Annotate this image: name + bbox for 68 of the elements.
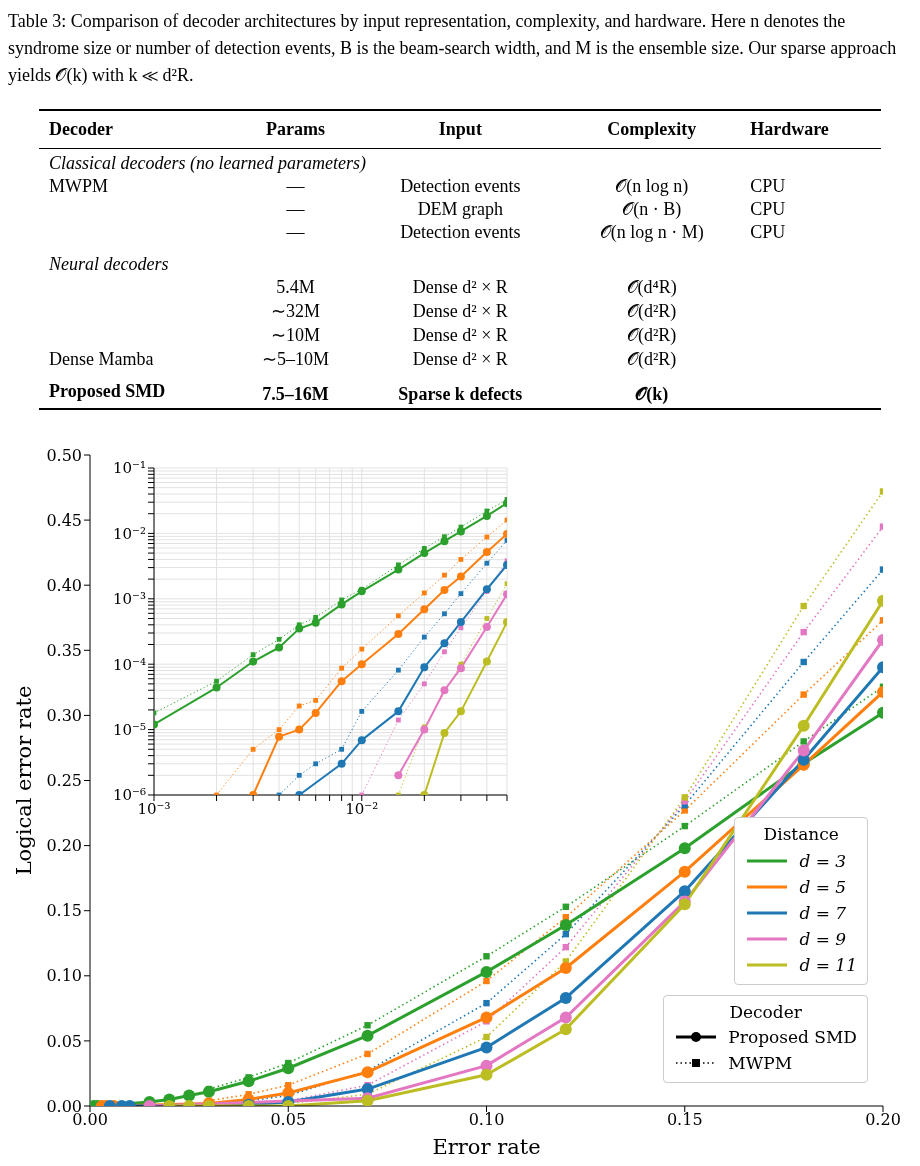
- y-tick-label: 10⁻¹: [112, 459, 146, 478]
- category-label: MWPM: [49, 176, 109, 196]
- text: ∼10M: [270, 325, 320, 345]
- annotation: MWPM: [728, 1053, 793, 1073]
- y-axis-title: Logical error rate: [12, 685, 37, 876]
- text: 𝒪(n log n): [615, 176, 689, 196]
- text: 7.5–16M: [262, 383, 329, 404]
- text: —: [286, 199, 305, 219]
- text: 𝒪(d²R): [626, 348, 677, 369]
- text: 𝒪(n log n · M): [599, 222, 704, 242]
- y-tick-label: 0.20: [46, 836, 82, 856]
- text: 𝒪(n · B): [622, 199, 682, 219]
- legend-label: d = 5: [799, 877, 847, 897]
- x-axis-title: Error rate: [432, 1135, 541, 1159]
- x-tick-label: 0.05: [270, 1110, 307, 1130]
- y-tick-label: 0.40: [46, 575, 82, 595]
- y-tick-label: 10⁻²: [112, 524, 146, 543]
- category-label: Complexity: [606, 118, 698, 141]
- y-tick-label: 0.30: [46, 706, 82, 726]
- text: Table 3: Comparison of decoder architectures by input representation, complexity, and hardware. Here n denotes the syndrome size or number of detection events, B is the beam-search width, and M is the ensemble size. Our sparse approach yields 𝒪(k) with k ≪ d²R.: [8, 10, 898, 87]
- y-tick-label: 0.45: [46, 510, 82, 530]
- category-label: Neural decoders: [49, 254, 169, 274]
- text: CPU: [750, 176, 786, 196]
- text: —: [286, 176, 305, 196]
- text: CPU: [750, 222, 786, 242]
- text: 𝒪(d²R): [626, 300, 677, 321]
- text: Dense d² × R: [412, 324, 508, 345]
- text: CPU: [750, 199, 786, 219]
- y-tick-label: 0.15: [46, 901, 82, 921]
- y-tick-label: 10⁻⁴: [112, 655, 146, 674]
- y-tick-label: 0.25: [46, 771, 82, 791]
- text: Dense d² × R: [412, 277, 508, 297]
- annotation: Proposed SMD: [728, 1027, 857, 1047]
- text: DEM graph: [417, 199, 504, 219]
- text: 𝒪(d⁴R): [626, 277, 677, 297]
- x-tick-label: 0.20: [865, 1110, 901, 1130]
- text: —: [286, 222, 305, 242]
- legend-label: d = 3: [799, 851, 847, 871]
- y-tick-label: 0.50: [46, 445, 82, 465]
- y-tick-label: 0.10: [46, 966, 82, 986]
- x-tick-label: 0.10: [468, 1110, 505, 1130]
- text: Detection events: [400, 222, 521, 242]
- category-label: Params: [265, 118, 326, 141]
- text: ∼5–10M: [261, 349, 329, 369]
- y-tick-label: 0.05: [46, 1031, 82, 1051]
- text: 𝒪(d²R): [626, 324, 677, 345]
- text: ∼32M: [270, 301, 320, 321]
- text: Dense d² × R: [412, 348, 508, 369]
- text: Sparse k defects: [398, 383, 523, 404]
- text: 5.4M: [276, 277, 315, 297]
- category-label: Decoder: [48, 118, 114, 141]
- category-label: Classical decoders (no learned parameters): [49, 153, 366, 173]
- text: Detection events: [400, 176, 521, 196]
- x-tick-label: 0.15: [666, 1110, 703, 1130]
- legend-label: d = 9: [799, 929, 847, 949]
- category-label: Hardware: [749, 118, 830, 141]
- y-tick-label: 10⁻³: [112, 590, 146, 609]
- y-tick-label: 10⁻⁵: [112, 720, 146, 739]
- category-label: Dense Mamba: [49, 348, 154, 369]
- category-label: Proposed SMD: [49, 381, 166, 401]
- annotation: Decoder: [728, 1002, 803, 1022]
- legend-label: d = 11: [799, 955, 857, 975]
- category-label: Input: [437, 118, 483, 141]
- legend-title: Distance: [762, 824, 840, 844]
- y-tick-label: 0.35: [46, 640, 82, 660]
- text: 𝒪(k): [635, 383, 669, 404]
- legend-label: d = 7: [799, 903, 847, 923]
- text: Dense d² × R: [412, 300, 508, 321]
